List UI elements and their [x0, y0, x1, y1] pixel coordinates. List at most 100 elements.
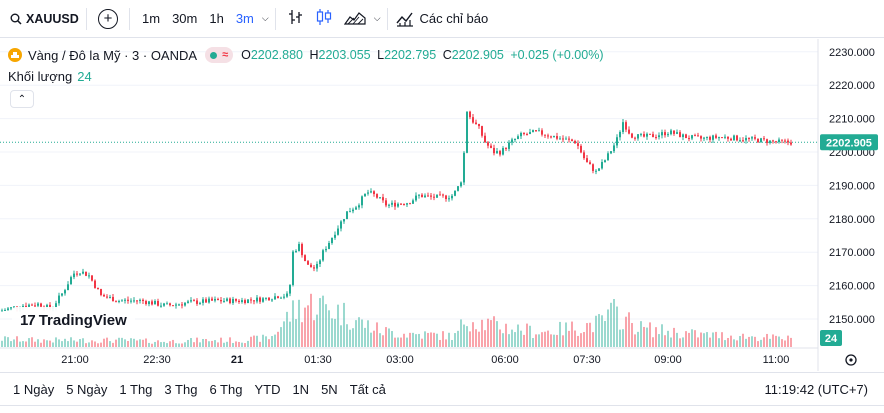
volume-bar — [691, 329, 693, 347]
price-tick-label: 2190.000 — [829, 180, 875, 192]
volume-bar — [574, 330, 576, 347]
volume-bar — [382, 335, 384, 347]
volume-bar — [199, 342, 201, 347]
symbol-search-button[interactable]: XAUUSD — [0, 0, 86, 37]
price-chart[interactable]: 2230.0002220.0002210.0002200.0002190.000… — [0, 39, 884, 371]
candles-icon[interactable] — [310, 8, 338, 29]
range-ytd[interactable]: YTD — [254, 381, 281, 397]
indicators-button[interactable]: Các chỉ báo — [388, 0, 488, 37]
volume-bar — [544, 331, 546, 347]
range-6m[interactable]: 6 Thg — [209, 381, 243, 397]
candle-body — [67, 284, 69, 291]
volume-bar — [679, 338, 681, 347]
candle-body — [313, 267, 315, 269]
current-price-tag: 2202.905 — [820, 134, 878, 151]
volume-bar — [37, 339, 39, 347]
volume-bar — [619, 329, 621, 347]
compare-symbol-button[interactable]: + — [87, 0, 129, 37]
candle-body — [115, 301, 117, 303]
volume-bar — [442, 331, 444, 347]
market-status-badge[interactable]: ≈ — [205, 47, 234, 63]
chevron-down-icon[interactable]: ⌵ — [261, 13, 269, 23]
candle-body — [424, 195, 426, 198]
candle-body — [640, 134, 642, 136]
volume-bar — [163, 341, 165, 347]
candle-body — [334, 234, 336, 238]
volume-bar — [427, 332, 429, 347]
candle-body — [127, 299, 129, 301]
volume-bar — [478, 331, 480, 347]
candle-body — [304, 255, 306, 262]
candle-body — [562, 138, 564, 140]
chevron-down-icon[interactable]: ⌵ — [373, 13, 381, 23]
volume-bar — [193, 342, 195, 347]
candle-body — [463, 152, 465, 183]
volume-bar — [1, 340, 3, 347]
collapse-legend-button[interactable]: ⌃ — [10, 90, 34, 108]
volume-bar — [484, 330, 486, 347]
candle-body — [139, 299, 141, 301]
candle-body — [610, 151, 612, 154]
interval-1m[interactable]: 1m — [142, 11, 161, 26]
volume-bar — [499, 329, 501, 347]
candle-body — [691, 135, 693, 139]
candle-body — [748, 137, 750, 139]
range-3m[interactable]: 3 Thg — [164, 381, 198, 397]
candle-body — [133, 300, 135, 302]
range-1d[interactable]: 1 Ngày — [13, 381, 55, 397]
candle-body — [37, 303, 39, 306]
volume-bar — [82, 338, 84, 347]
candle-body — [583, 152, 585, 159]
candle-body — [586, 158, 588, 163]
candle-body — [649, 133, 651, 135]
candle-body — [703, 137, 705, 139]
volume-bar — [517, 324, 519, 347]
candle-body — [352, 209, 354, 212]
candle-body — [151, 301, 153, 305]
volume-bar — [283, 321, 285, 347]
candle-body — [397, 203, 399, 207]
volume-bar — [214, 340, 216, 347]
candle-body — [571, 139, 573, 141]
volume-bar — [790, 337, 792, 347]
tradingview-logo[interactable]: 17 TradingView — [12, 307, 135, 333]
volume-bar — [373, 330, 375, 347]
volume-bar — [631, 323, 633, 347]
candle-body — [604, 160, 606, 163]
candle-body — [670, 130, 672, 135]
settings-gear-icon[interactable] — [845, 354, 857, 366]
interval-3m[interactable]: 3m — [235, 11, 254, 26]
volume-bar — [19, 341, 21, 347]
chart-pane[interactable]: 2230.000 2220.000 2210.000 2200.000 2190.000… — [0, 39, 884, 371]
volume-bar — [196, 337, 198, 347]
range-5d[interactable]: 5 Ngày — [66, 381, 108, 397]
range-5y[interactable]: 5N — [321, 381, 338, 397]
interval-30m[interactable]: 30m — [172, 11, 198, 26]
candle-body — [685, 134, 687, 139]
interval-1h[interactable]: 1h — [209, 11, 224, 26]
bar-chart-icon[interactable] — [282, 8, 310, 29]
range-all[interactable]: Tất cả — [349, 381, 386, 397]
volume-bar — [748, 336, 750, 347]
volume-bar — [85, 343, 87, 347]
candle-body — [559, 138, 561, 140]
volume-bar — [202, 338, 204, 347]
symbol-title[interactable]: Vàng / Đô la Mỹ · 3 · OANDA — [28, 47, 198, 63]
volume-bar — [10, 341, 12, 347]
candle-body — [328, 243, 330, 249]
candle-body — [391, 202, 393, 205]
price-axis[interactable]: 2230.0002220.0002210.0002200.0002190.000… — [829, 47, 875, 326]
area-chart-icon[interactable] — [338, 9, 372, 28]
candle-body — [769, 140, 771, 143]
volume-bar — [481, 319, 483, 347]
range-1m[interactable]: 1 Thg — [119, 381, 153, 397]
gold-logo-icon — [8, 48, 22, 62]
time-axis[interactable]: 21:00 22:30 21 01:30 03:00 06:00 07:30 09:00 11:… — [61, 354, 789, 366]
candle-body — [250, 299, 252, 301]
candle-body — [82, 271, 84, 274]
candle-body — [595, 170, 597, 172]
timezone-clock[interactable]: 11:19:42 (UTC+7) — [764, 381, 868, 397]
volume-bar — [751, 336, 753, 347]
volume-legend[interactable]: Khối lượng 24 — [8, 69, 92, 84]
range-1y[interactable]: 1N — [292, 381, 310, 397]
